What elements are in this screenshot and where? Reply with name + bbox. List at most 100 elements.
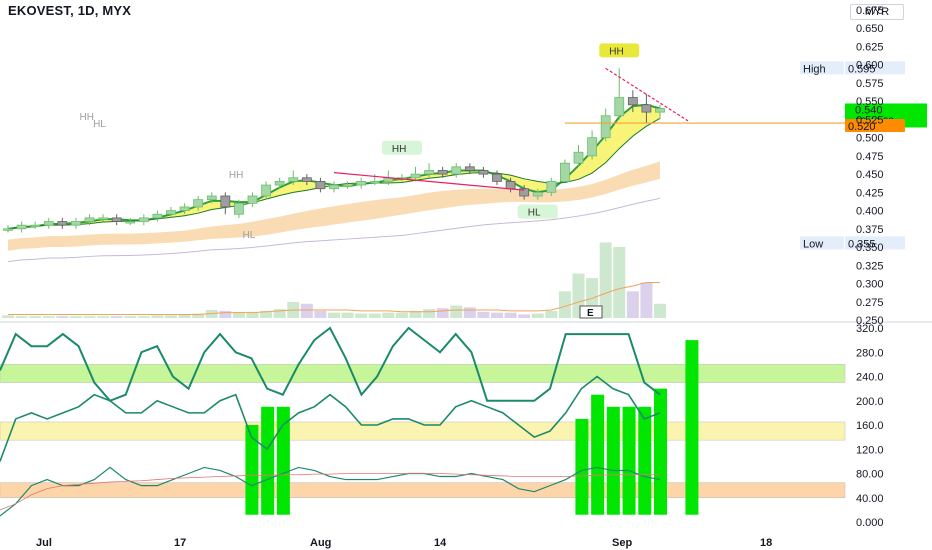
oscillator-line[interactable] (0, 473, 660, 511)
signal-bar[interactable] (261, 406, 275, 515)
volume-bar[interactable] (137, 316, 150, 318)
volume-bar[interactable] (395, 312, 408, 318)
volume-bar[interactable] (545, 310, 558, 318)
candle[interactable] (437, 166, 448, 178)
candle[interactable] (519, 185, 530, 200)
volume-bar[interactable] (42, 316, 55, 318)
volume-bar[interactable] (640, 282, 653, 318)
candle[interactable] (98, 214, 108, 222)
signal-bar[interactable] (575, 418, 589, 515)
candle[interactable] (464, 163, 475, 175)
signal-bar[interactable] (591, 394, 605, 515)
volume-bar[interactable] (328, 312, 340, 318)
signal-bar[interactable] (685, 340, 699, 515)
candle[interactable] (206, 192, 217, 204)
volume-bar[interactable] (260, 310, 273, 318)
candle[interactable] (220, 192, 231, 215)
high-label[interactable]: High (800, 61, 844, 75)
candle[interactable] (546, 177, 557, 196)
candle[interactable] (16, 221, 27, 233)
currency-label[interactable]: MYR (850, 4, 904, 20)
earnings-marker[interactable]: E (579, 305, 603, 319)
candle[interactable] (329, 181, 339, 193)
signal-bar[interactable] (654, 388, 667, 515)
candle[interactable] (166, 206, 176, 218)
candle[interactable] (247, 192, 258, 207)
volume-bar[interactable] (219, 310, 232, 318)
volume-bar[interactable] (613, 246, 626, 318)
candle[interactable] (71, 217, 81, 229)
volume-bar[interactable] (273, 309, 286, 318)
volume-bar[interactable] (300, 303, 313, 318)
candle[interactable] (573, 144, 584, 167)
candle[interactable] (234, 199, 244, 218)
volume-bar[interactable] (382, 312, 395, 318)
candle[interactable] (478, 166, 489, 178)
volume-bar[interactable] (83, 316, 96, 318)
oscillator-line[interactable] (0, 375, 661, 462)
volume-bar[interactable] (314, 310, 327, 318)
candle[interactable] (560, 159, 570, 182)
candle[interactable] (315, 177, 326, 193)
signal-bar[interactable] (276, 406, 290, 515)
trend-line[interactable] (605, 67, 689, 122)
candle[interactable] (614, 68, 625, 120)
volume-bar[interactable] (355, 313, 368, 318)
volume-bar[interactable] (491, 312, 503, 318)
candle[interactable] (152, 210, 163, 222)
volume-bar[interactable] (29, 316, 42, 318)
volume-bar[interactable] (450, 305, 463, 318)
candle[interactable] (125, 217, 136, 226)
volume-bar[interactable] (341, 312, 354, 318)
low-value-label[interactable]: 0.355 (845, 236, 905, 250)
volume-bar[interactable] (423, 309, 436, 318)
signal-bar[interactable] (606, 406, 620, 515)
volume-bar[interactable] (531, 313, 544, 318)
high-value-label[interactable]: 0.595 (845, 61, 905, 75)
volume-bar[interactable] (178, 314, 191, 318)
candle[interactable] (600, 108, 611, 142)
volume-bar[interactable] (232, 311, 245, 318)
candle[interactable] (179, 203, 190, 215)
volume-bar[interactable] (463, 307, 476, 318)
volume-bar[interactable] (56, 316, 69, 318)
candle[interactable] (111, 214, 122, 226)
volume-bar[interactable] (97, 316, 110, 318)
volume-bar[interactable] (477, 311, 490, 318)
candle[interactable] (261, 181, 271, 200)
candle[interactable] (274, 177, 285, 189)
candle[interactable] (410, 166, 421, 182)
candle[interactable] (532, 188, 543, 200)
volume-bar[interactable] (626, 291, 639, 318)
volume-bar[interactable] (436, 308, 449, 318)
volume-bar[interactable] (409, 310, 422, 318)
volume-bar[interactable] (654, 303, 666, 318)
candle[interactable] (138, 214, 149, 226)
volume-bar[interactable] (165, 315, 177, 318)
candle[interactable] (424, 163, 434, 178)
oscillator-line[interactable] (0, 466, 661, 517)
candle[interactable] (57, 217, 68, 229)
volume-bar[interactable] (2, 315, 14, 318)
signal-bar[interactable] (245, 425, 259, 515)
volume-bar[interactable] (192, 313, 205, 318)
volume-bar[interactable] (110, 316, 123, 318)
candle[interactable] (641, 93, 652, 124)
volume-bar[interactable] (151, 315, 164, 318)
candle[interactable] (655, 104, 665, 120)
volume-bar[interactable] (504, 312, 517, 318)
candle[interactable] (84, 214, 95, 226)
level-price-label[interactable]: 0.520 (845, 119, 905, 133)
candle[interactable] (43, 217, 54, 229)
candle[interactable] (3, 225, 13, 233)
low-label[interactable]: Low (800, 236, 844, 250)
volume-bar[interactable] (15, 316, 28, 318)
volume-bar[interactable] (518, 314, 531, 318)
trend-line[interactable] (333, 172, 525, 191)
candle[interactable] (492, 170, 502, 186)
candle[interactable] (288, 170, 299, 186)
signal-bar[interactable] (622, 406, 636, 515)
volume-bar[interactable] (69, 316, 82, 318)
volume-bar[interactable] (368, 313, 381, 318)
